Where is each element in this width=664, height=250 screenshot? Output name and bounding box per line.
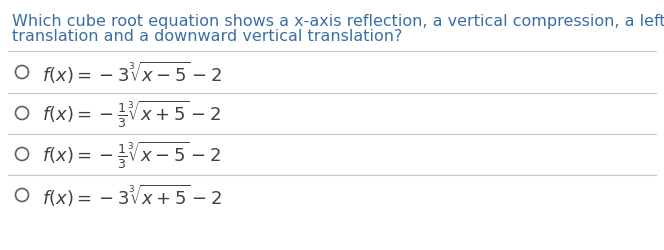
Text: Which cube root equation shows a x-axis reflection, a vertical compression, a le: Which cube root equation shows a x-axis … <box>12 14 664 29</box>
Text: $f(x) = -\frac{1}{3}\sqrt[3]{x-5} - 2$: $f(x) = -\frac{1}{3}\sqrt[3]{x-5} - 2$ <box>42 139 221 170</box>
Text: translation and a downward vertical translation?: translation and a downward vertical tran… <box>12 29 402 44</box>
Text: $f(x) = -\frac{1}{3}\sqrt[3]{x+5} - 2$: $f(x) = -\frac{1}{3}\sqrt[3]{x+5} - 2$ <box>42 98 221 129</box>
Text: $f(x) = -3\sqrt[3]{x-5} - 2$: $f(x) = -3\sqrt[3]{x-5} - 2$ <box>42 60 222 86</box>
Text: $f(x) = -3\sqrt[3]{x+5} - 2$: $f(x) = -3\sqrt[3]{x+5} - 2$ <box>42 182 222 208</box>
